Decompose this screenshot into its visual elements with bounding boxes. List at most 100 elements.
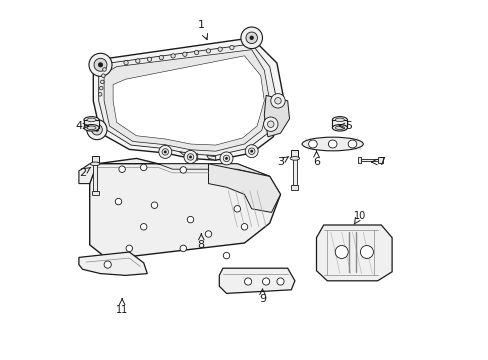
- Circle shape: [99, 86, 103, 90]
- Circle shape: [95, 127, 99, 132]
- Bar: [361, 158, 378, 161]
- Circle shape: [220, 152, 232, 165]
- Circle shape: [87, 120, 107, 140]
- Circle shape: [147, 57, 151, 62]
- Circle shape: [98, 93, 102, 96]
- Text: 2: 2: [79, 168, 86, 178]
- Circle shape: [241, 27, 262, 49]
- Circle shape: [244, 278, 251, 285]
- Circle shape: [276, 278, 284, 285]
- Circle shape: [102, 68, 106, 71]
- Circle shape: [249, 36, 253, 40]
- Bar: [291, 185, 298, 190]
- Circle shape: [183, 52, 186, 57]
- Text: 9: 9: [259, 294, 265, 304]
- Circle shape: [206, 49, 210, 53]
- Circle shape: [171, 54, 175, 58]
- Text: 11: 11: [116, 305, 128, 315]
- Circle shape: [119, 166, 125, 172]
- Circle shape: [244, 145, 258, 158]
- Polygon shape: [113, 56, 264, 145]
- Circle shape: [123, 60, 128, 65]
- Circle shape: [126, 245, 132, 252]
- Circle shape: [89, 53, 112, 76]
- Circle shape: [104, 261, 111, 268]
- Circle shape: [187, 216, 193, 223]
- Text: 7: 7: [377, 157, 384, 167]
- Ellipse shape: [332, 125, 347, 131]
- Bar: [293, 158, 296, 185]
- Text: 3: 3: [276, 157, 284, 167]
- Bar: [332, 120, 347, 128]
- Ellipse shape: [90, 162, 100, 166]
- Circle shape: [223, 155, 229, 162]
- Circle shape: [205, 231, 211, 237]
- Ellipse shape: [289, 157, 299, 160]
- Circle shape: [98, 62, 103, 67]
- Circle shape: [250, 150, 253, 153]
- Bar: [84, 120, 99, 128]
- Circle shape: [187, 154, 193, 160]
- Circle shape: [159, 145, 171, 158]
- Circle shape: [140, 164, 146, 171]
- Polygon shape: [208, 164, 280, 212]
- Circle shape: [101, 80, 104, 84]
- Ellipse shape: [332, 117, 347, 123]
- Polygon shape: [264, 95, 289, 137]
- Circle shape: [140, 224, 146, 230]
- Bar: [291, 150, 298, 157]
- Circle shape: [335, 246, 347, 258]
- Circle shape: [102, 74, 105, 77]
- Text: 10: 10: [353, 211, 365, 221]
- Polygon shape: [79, 252, 147, 275]
- Polygon shape: [316, 225, 391, 281]
- Circle shape: [163, 150, 166, 153]
- Polygon shape: [79, 164, 97, 184]
- Circle shape: [270, 94, 285, 108]
- Circle shape: [183, 150, 197, 163]
- Polygon shape: [89, 158, 280, 259]
- Polygon shape: [206, 156, 215, 160]
- Circle shape: [263, 117, 277, 131]
- Circle shape: [218, 47, 222, 51]
- Ellipse shape: [335, 118, 344, 122]
- Text: 4: 4: [75, 121, 82, 131]
- Text: 6: 6: [312, 157, 319, 167]
- Circle shape: [262, 278, 269, 285]
- Circle shape: [241, 224, 247, 230]
- Ellipse shape: [87, 118, 96, 122]
- Ellipse shape: [84, 117, 99, 123]
- Circle shape: [360, 246, 373, 258]
- Ellipse shape: [308, 140, 317, 148]
- Bar: [357, 157, 361, 163]
- Circle shape: [94, 58, 107, 71]
- Polygon shape: [93, 38, 284, 160]
- Polygon shape: [99, 44, 276, 156]
- Circle shape: [162, 149, 168, 155]
- Circle shape: [267, 121, 273, 127]
- Polygon shape: [219, 268, 294, 293]
- Circle shape: [229, 45, 234, 50]
- Circle shape: [135, 59, 140, 63]
- Circle shape: [115, 198, 122, 205]
- Bar: [91, 191, 99, 195]
- Circle shape: [151, 202, 158, 208]
- Ellipse shape: [302, 137, 363, 151]
- Text: 5: 5: [345, 121, 352, 131]
- Circle shape: [189, 156, 192, 158]
- Ellipse shape: [335, 126, 344, 130]
- Bar: [378, 157, 383, 163]
- Ellipse shape: [347, 140, 356, 148]
- Text: 8: 8: [197, 240, 204, 250]
- Polygon shape: [97, 164, 269, 176]
- Polygon shape: [104, 50, 269, 151]
- Circle shape: [274, 98, 281, 104]
- Circle shape: [245, 32, 257, 44]
- Ellipse shape: [87, 126, 96, 130]
- Bar: [93, 164, 97, 191]
- Circle shape: [223, 252, 229, 259]
- Polygon shape: [179, 152, 197, 160]
- Ellipse shape: [84, 125, 99, 131]
- Ellipse shape: [328, 140, 336, 148]
- Circle shape: [159, 55, 163, 60]
